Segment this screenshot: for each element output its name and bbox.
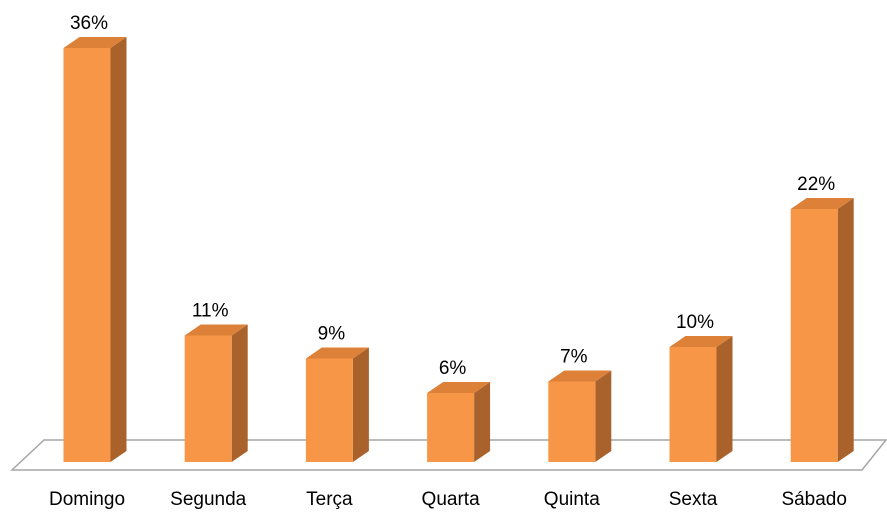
bar-top <box>548 370 612 382</box>
value-label: 11% <box>192 301 229 322</box>
bar-top <box>427 382 491 393</box>
value-label: 10% <box>676 312 714 333</box>
bar-top <box>184 324 248 336</box>
bar <box>305 358 353 462</box>
bar-top <box>790 198 854 209</box>
bar <box>548 381 596 462</box>
bar-side <box>837 198 854 462</box>
x-tick-label: Quarta <box>422 489 481 510</box>
bar <box>790 209 838 462</box>
bar-side <box>352 347 369 462</box>
value-label: 22% <box>797 174 835 195</box>
x-tick-label: Quinta <box>544 489 600 510</box>
bar-side <box>231 324 248 462</box>
bar <box>63 48 111 462</box>
bar-side <box>595 370 612 462</box>
bar-top <box>305 347 369 359</box>
bar-top <box>63 37 127 48</box>
x-tick-label: Domingo <box>49 489 125 510</box>
bar-top <box>669 336 733 347</box>
value-label: 36% <box>70 13 108 34</box>
value-label: 6% <box>439 358 467 379</box>
floor <box>10 439 887 471</box>
value-label: 9% <box>318 324 346 345</box>
bar-side <box>716 336 733 462</box>
bar <box>427 393 475 462</box>
x-tick-label: Segunda <box>170 489 247 510</box>
bar <box>184 335 232 462</box>
bar <box>669 347 717 462</box>
x-tick-label: Sábado <box>781 489 847 510</box>
bar-side <box>474 382 491 462</box>
x-tick-label: Sexta <box>669 489 718 510</box>
x-tick-label: Terça <box>306 489 353 510</box>
value-label: 7% <box>560 347 588 368</box>
bar-side <box>110 37 127 462</box>
